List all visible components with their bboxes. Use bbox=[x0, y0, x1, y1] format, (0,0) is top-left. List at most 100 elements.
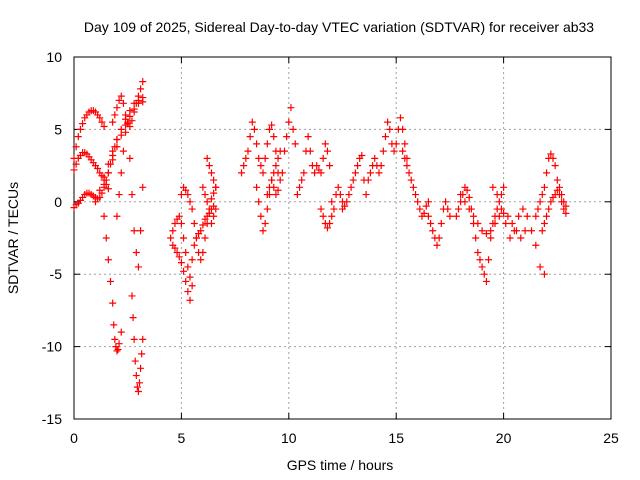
y-tick-label: 5 bbox=[54, 121, 62, 137]
data-point bbox=[199, 183, 207, 191]
data-point bbox=[392, 140, 400, 148]
data-point bbox=[180, 234, 188, 242]
data-point bbox=[289, 125, 297, 133]
data-point bbox=[207, 220, 215, 228]
series-arc-5 bbox=[100, 94, 147, 188]
data-point bbox=[358, 151, 366, 159]
data-point bbox=[104, 256, 112, 264]
axis-ticks bbox=[73, 56, 612, 420]
data-point bbox=[182, 248, 190, 256]
data-point bbox=[366, 169, 374, 177]
series-arc-18 bbox=[377, 114, 411, 170]
data-point bbox=[343, 198, 351, 206]
data-point bbox=[98, 118, 106, 126]
series-arc-19 bbox=[399, 147, 432, 220]
data-point bbox=[212, 205, 220, 213]
data-point bbox=[317, 205, 325, 213]
data-point bbox=[429, 227, 437, 235]
data-point bbox=[182, 186, 190, 194]
data-point bbox=[122, 128, 130, 136]
data-point bbox=[109, 299, 117, 307]
data-point bbox=[137, 227, 145, 235]
data-point bbox=[107, 277, 115, 285]
data-point bbox=[210, 176, 218, 184]
data-point bbox=[171, 244, 179, 252]
data-point bbox=[396, 114, 404, 122]
data-point bbox=[242, 154, 250, 162]
data-point bbox=[255, 198, 263, 206]
data-point bbox=[270, 183, 278, 191]
data-point bbox=[407, 176, 415, 184]
data-point bbox=[540, 220, 548, 228]
series-arc-12 bbox=[238, 118, 284, 177]
data-point bbox=[298, 176, 306, 184]
data-point bbox=[114, 345, 122, 353]
data-point bbox=[130, 335, 138, 343]
data-point bbox=[478, 227, 486, 235]
data-point bbox=[113, 104, 121, 112]
data-point bbox=[442, 198, 450, 206]
data-point bbox=[248, 118, 256, 126]
data-point bbox=[177, 191, 185, 199]
data-point bbox=[253, 183, 261, 191]
data-point bbox=[347, 183, 355, 191]
data-point bbox=[261, 220, 269, 228]
data-point bbox=[319, 212, 327, 220]
series-arc-10 bbox=[199, 183, 220, 228]
data-point bbox=[132, 99, 140, 107]
data-point bbox=[268, 121, 276, 129]
data-point bbox=[115, 96, 123, 104]
data-point bbox=[212, 183, 220, 191]
data-point bbox=[538, 191, 546, 199]
data-point bbox=[238, 169, 246, 177]
data-point bbox=[257, 212, 265, 220]
data-point bbox=[199, 248, 207, 256]
data-point bbox=[76, 125, 84, 133]
data-point bbox=[72, 143, 80, 151]
data-point bbox=[446, 212, 454, 220]
data-point bbox=[502, 220, 510, 228]
data-point bbox=[259, 169, 267, 177]
data-point bbox=[304, 133, 312, 141]
data-point bbox=[122, 111, 130, 119]
data-point bbox=[465, 193, 473, 201]
data-point bbox=[300, 169, 308, 177]
data-point bbox=[128, 292, 136, 300]
data-point bbox=[113, 136, 121, 144]
series-arc-8 bbox=[169, 241, 196, 304]
x-tick-label: 15 bbox=[388, 430, 404, 446]
data-point bbox=[399, 125, 407, 133]
series-arc-24 bbox=[532, 150, 570, 220]
data-point bbox=[177, 220, 185, 228]
data-point bbox=[184, 191, 192, 199]
data-point bbox=[192, 234, 200, 242]
data-point bbox=[137, 364, 145, 372]
data-point bbox=[341, 202, 349, 210]
data-point bbox=[433, 241, 441, 249]
data-point bbox=[549, 154, 557, 162]
data-point bbox=[528, 227, 536, 235]
data-point bbox=[480, 270, 488, 278]
data-point bbox=[287, 104, 295, 112]
data-point bbox=[461, 198, 469, 206]
data-point bbox=[319, 154, 327, 162]
data-point bbox=[205, 209, 213, 217]
data-point bbox=[100, 173, 108, 181]
data-point bbox=[132, 248, 140, 256]
data-point bbox=[167, 234, 175, 242]
data-point bbox=[134, 387, 142, 395]
data-point bbox=[104, 185, 112, 193]
data-point bbox=[364, 176, 372, 184]
data-point bbox=[133, 383, 141, 391]
data-point bbox=[377, 162, 385, 170]
data-point bbox=[536, 263, 544, 271]
series-arc-11 bbox=[203, 154, 220, 191]
data-point bbox=[117, 131, 125, 139]
data-point bbox=[104, 169, 112, 177]
series-arc-14 bbox=[263, 104, 299, 199]
x-tick-label: 0 bbox=[70, 430, 78, 446]
data-point bbox=[487, 234, 495, 242]
data-point bbox=[472, 234, 480, 242]
data-point bbox=[263, 191, 271, 199]
data-point bbox=[424, 212, 432, 220]
